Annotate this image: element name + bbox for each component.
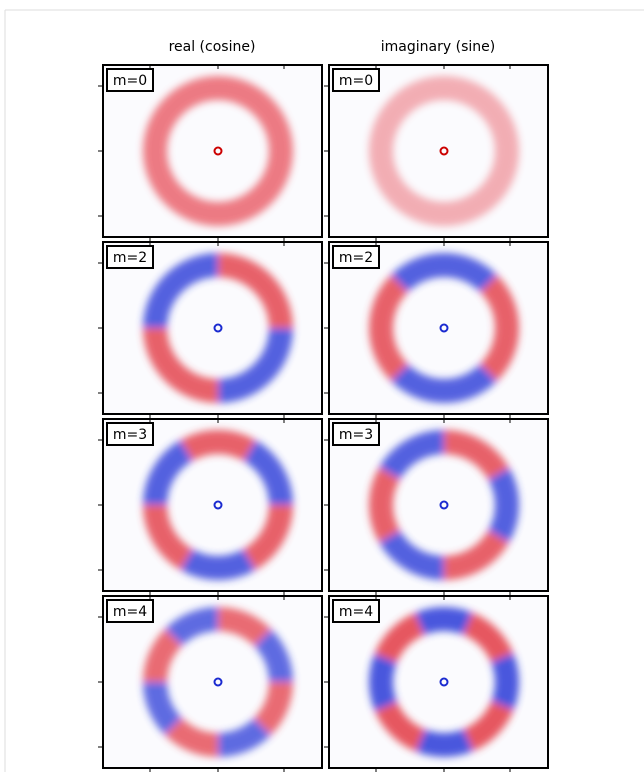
center-dot xyxy=(439,500,449,510)
label-box xyxy=(332,245,380,269)
ring xyxy=(369,76,519,226)
panel-label: m=0 xyxy=(113,73,147,89)
label-box xyxy=(332,68,380,92)
ring-band xyxy=(369,430,519,580)
label-box xyxy=(106,245,154,269)
label-box xyxy=(106,68,154,92)
panel-label: m=0 xyxy=(339,73,373,89)
panel: m=0 xyxy=(98,64,323,242)
label-box xyxy=(332,422,380,446)
panel-label: m=4 xyxy=(113,604,147,620)
panel: m=3 xyxy=(324,418,549,596)
center-dot xyxy=(439,323,449,333)
label-box xyxy=(332,599,380,623)
ring xyxy=(369,607,519,757)
ring xyxy=(143,76,293,226)
panel-label: m=2 xyxy=(113,250,147,266)
ring-band xyxy=(143,253,293,403)
ring xyxy=(369,253,519,403)
label-box xyxy=(106,422,154,446)
center-dot xyxy=(213,500,223,510)
panel-label: m=3 xyxy=(339,427,373,443)
panel: m=2 xyxy=(324,241,549,419)
center-dot xyxy=(213,677,223,687)
panel: m=4 xyxy=(324,595,549,772)
ring-band xyxy=(143,430,293,580)
panel-label: m=3 xyxy=(113,427,147,443)
ring xyxy=(369,430,519,580)
ring-band xyxy=(143,607,293,757)
center-dot xyxy=(213,323,223,333)
center-dot xyxy=(439,146,449,156)
center-dot xyxy=(213,146,223,156)
panel: m=4 xyxy=(98,595,323,772)
column-title: imaginary (sine) xyxy=(381,39,495,55)
ring-band xyxy=(369,607,519,757)
panel: m=0 xyxy=(324,64,549,242)
ring xyxy=(143,253,293,403)
panel: m=2 xyxy=(98,241,323,419)
panel-label: m=2 xyxy=(339,250,373,266)
ring-band xyxy=(369,76,519,226)
panel: m=3 xyxy=(98,418,323,596)
panel-label: m=4 xyxy=(339,604,373,620)
ring xyxy=(143,430,293,580)
ring xyxy=(143,607,293,757)
ring-band xyxy=(143,76,293,226)
center-dot xyxy=(439,677,449,687)
column-title: real (cosine) xyxy=(169,39,256,55)
ring-band xyxy=(369,253,519,403)
label-box xyxy=(106,599,154,623)
